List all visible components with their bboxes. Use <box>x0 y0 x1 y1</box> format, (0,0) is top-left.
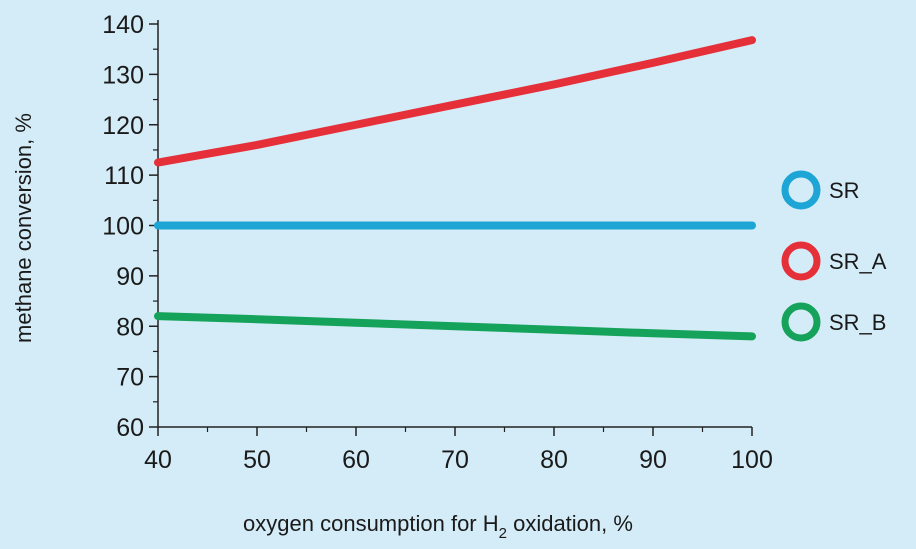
y-axis-title: methane conversion, % <box>11 113 36 343</box>
axes: 60 70 80 90 100 110 120 130 140 40 50 60 70 80 90 100 <box>102 11 773 474</box>
x-axis-title-main: oxygen consumption for H <box>243 511 499 536</box>
x-axis-title-subscript: 2 <box>499 525 507 542</box>
y-tick-label: 120 <box>102 112 144 140</box>
y-tick-label: 130 <box>102 61 144 89</box>
series-layer <box>154 36 756 341</box>
y-tick-label: 100 <box>102 213 144 241</box>
series-line-sr-a <box>154 36 756 167</box>
y-tick-label: 110 <box>104 162 144 190</box>
x-tick-label: 50 <box>243 446 271 474</box>
x-tick-label: 70 <box>441 446 469 474</box>
x-tick-label: 60 <box>342 446 370 474</box>
x-axis-title-suffix: oxidation, % <box>507 511 633 536</box>
legend-marker-sr-a <box>781 241 821 281</box>
y-tick-label: 140 <box>102 11 144 39</box>
legend-marker-sr-b <box>781 302 821 342</box>
series-line-sr-b <box>154 312 756 341</box>
x-tick-label: 40 <box>144 446 172 474</box>
legend-marker-sr <box>781 170 821 210</box>
x-axis-title: oxygen consumption for H2 oxidation, % <box>243 511 633 542</box>
legend-label-sr: SR <box>829 178 860 203</box>
legend-label-sr-a: SR_A <box>829 249 887 274</box>
x-tick-label: 80 <box>540 446 568 474</box>
y-tick-label: 60 <box>116 414 144 442</box>
x-tick-label: 100 <box>731 446 773 474</box>
legend-label-sr-b: SR_B <box>829 310 886 335</box>
y-tick-label: 90 <box>116 263 144 291</box>
x-tick-label: 90 <box>639 446 667 474</box>
y-tick-label: 80 <box>116 313 144 341</box>
legend: SR SR_A SR_B <box>781 170 887 342</box>
y-tick-label: 70 <box>116 364 144 392</box>
